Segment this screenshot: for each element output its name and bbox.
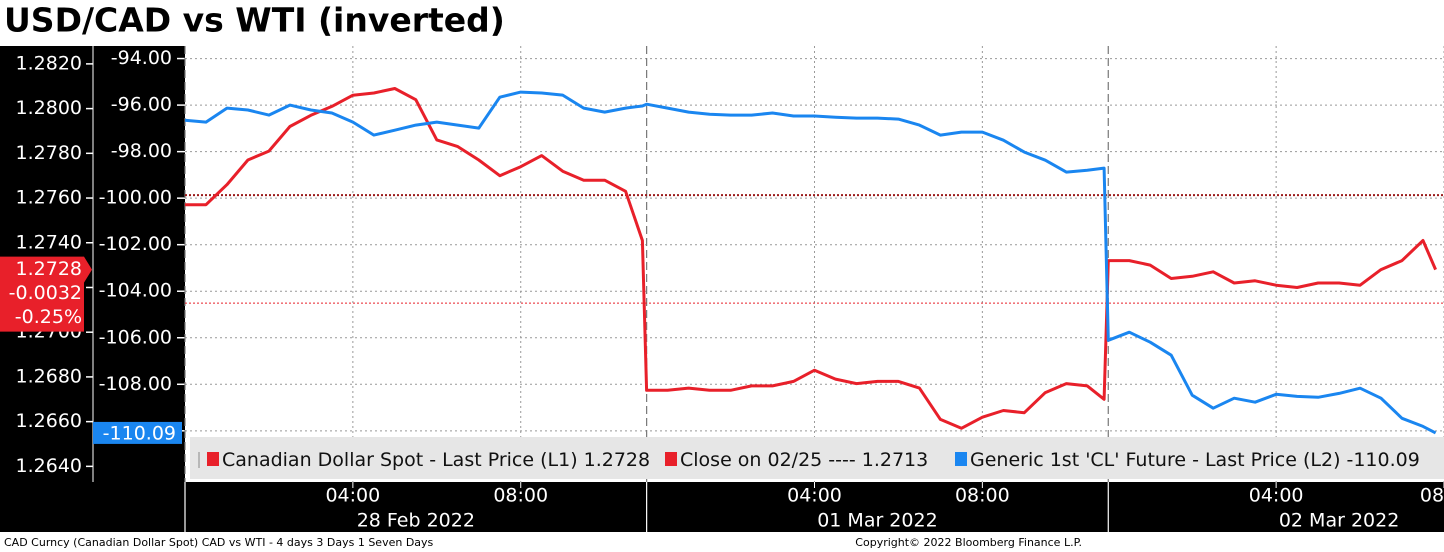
y2-tick-label: -102.00 (99, 233, 172, 255)
plot-area (185, 46, 1444, 482)
y2-tick-label: -106.00 (99, 326, 172, 348)
footer-source: CAD Curncy (Canadian Dollar Spot) CAD vs… (4, 536, 434, 549)
legend-item-value: -110.09 (1346, 449, 1419, 471)
chart-title: USD/CAD vs WTI (inverted) (4, 1, 505, 40)
legend-item-value: 1.2713 (862, 449, 928, 471)
legend-item-swatch (207, 452, 219, 466)
legend-item-text: Close on 02/25 ---- (680, 449, 856, 471)
change-pct-label: -0.25% (15, 306, 82, 328)
date-label: 28 Feb 2022 (357, 510, 475, 532)
legend-background (190, 437, 1444, 479)
y2-tick-label: -96.00 (111, 94, 172, 116)
y2-tick-label: -94.00 (111, 47, 172, 69)
title-band (0, 0, 1444, 46)
date-label: 01 Mar 2022 (817, 510, 937, 532)
y2-tick-label: -108.00 (99, 373, 172, 395)
legend-item-swatch (955, 452, 967, 466)
x-tick-label: 08 (1420, 485, 1444, 507)
series-line (185, 87, 1437, 430)
legend-item-swatch (665, 452, 677, 466)
y-tick-label: 1.2800 (16, 97, 82, 119)
y2-tick-label: -98.00 (111, 140, 172, 162)
legend-item-text: Canadian Dollar Spot - Last Price (L1) (222, 449, 578, 471)
last-value-tag (0, 256, 92, 332)
y-tick-label: 1.2780 (16, 142, 82, 164)
legend-item-text: Generic 1st 'CL' Future - Last Price (L2… (970, 449, 1340, 471)
last-value-label: -110.09 (103, 422, 176, 444)
x-tick-label: 04:00 (1249, 485, 1304, 507)
legend-item: Generic 1st 'CL' Future - Last Price (L2… (970, 449, 1420, 471)
y-tick-label: 1.2740 (16, 231, 82, 253)
last-value-tag (93, 421, 182, 444)
y-tick-label: 1.2680 (16, 365, 82, 387)
x-tick-label: 08:00 (955, 485, 1010, 507)
series-line (184, 90, 1437, 435)
y-tick-label: 1.2660 (16, 410, 82, 432)
legend-item-value: 1.2728 (584, 449, 650, 471)
y-tick-label: 1.2820 (16, 52, 82, 74)
x-tick-label: 04:00 (325, 485, 380, 507)
x-tick-label: 08:00 (493, 485, 548, 507)
footer-copyright: Copyright© 2022 Bloomberg Finance L.P. (855, 536, 1082, 549)
change-label: -0.0032 (9, 282, 82, 304)
y2-tick-label: -100.00 (99, 187, 172, 209)
legend-item: Canadian Dollar Spot - Last Price (L1) 1.… (222, 449, 650, 471)
date-label: 02 Mar 2022 (1279, 510, 1399, 532)
y-tick-label: 1.2640 (16, 455, 82, 477)
last-value-label: 1.2728 (16, 258, 82, 280)
y-tick-label: 1.2760 (16, 187, 82, 209)
legend-item: Close on 02/25 ---- 1.2713 (680, 449, 928, 471)
footer-band (0, 532, 1444, 552)
y2-tick-label: -104.00 (99, 280, 172, 302)
x-tick-label: 04:00 (787, 485, 842, 507)
